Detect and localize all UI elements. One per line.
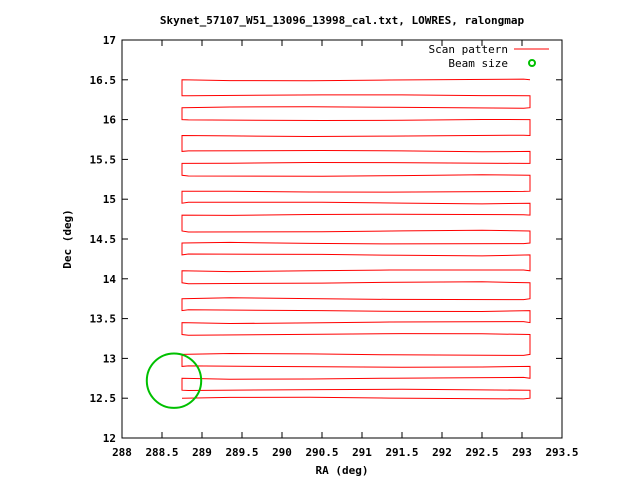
x-tick-label: 288	[112, 446, 132, 459]
legend-label-scan-pattern: Scan pattern	[429, 43, 508, 56]
x-tick-label: 293	[512, 446, 532, 459]
x-tick-label: 291.5	[385, 446, 418, 459]
x-axis-ticks: 288 288.5 289 289.5 290 290.5 291 291.5 292 292.5…	[112, 40, 579, 459]
x-tick-label: 288.5	[145, 446, 178, 459]
y-axis-label: Dec (deg)	[61, 209, 74, 269]
x-tick-label: 293.5	[545, 446, 578, 459]
scan-pattern-line	[181, 78, 531, 400]
scan-pattern-series	[181, 78, 531, 400]
beam-size-circle	[145, 352, 203, 409]
x-tick-label: 289.5	[225, 446, 258, 459]
x-tick-label: 292.5	[465, 446, 498, 459]
chart-title: Skynet_57107_W51_13096_13998_cal.txt, LO…	[160, 14, 525, 27]
beam-size-series	[145, 352, 203, 409]
x-axis-label: RA (deg)	[316, 464, 369, 477]
y-tick-label: 14	[103, 273, 117, 286]
y-tick-label: 16	[103, 114, 117, 127]
y-tick-label: 12.5	[90, 392, 117, 405]
plot-frame	[121, 39, 563, 439]
y-tick-label: 14.5	[90, 233, 117, 246]
x-tick-label: 290	[272, 446, 292, 459]
legend-label-beam-size: Beam size	[448, 57, 508, 70]
legend: Scan pattern Beam size	[429, 43, 549, 70]
y-tick-label: 16.5	[90, 74, 117, 87]
x-tick-label: 290.5	[305, 446, 338, 459]
y-tick-label: 13.5	[90, 313, 117, 326]
y-axis-ticks: 12 12.5 13 13.5 14 14.5 15 15.5 16 16.5 17	[90, 34, 562, 445]
legend-marker-beam-size	[528, 59, 536, 67]
y-tick-label: 13	[103, 352, 116, 365]
x-tick-label: 292	[432, 446, 452, 459]
x-tick-label: 289	[192, 446, 212, 459]
y-tick-label: 12	[103, 432, 116, 445]
x-tick-label: 291	[352, 446, 372, 459]
y-tick-label: 17	[103, 34, 116, 47]
y-tick-label: 15	[103, 193, 116, 206]
y-tick-label: 15.5	[90, 153, 117, 166]
